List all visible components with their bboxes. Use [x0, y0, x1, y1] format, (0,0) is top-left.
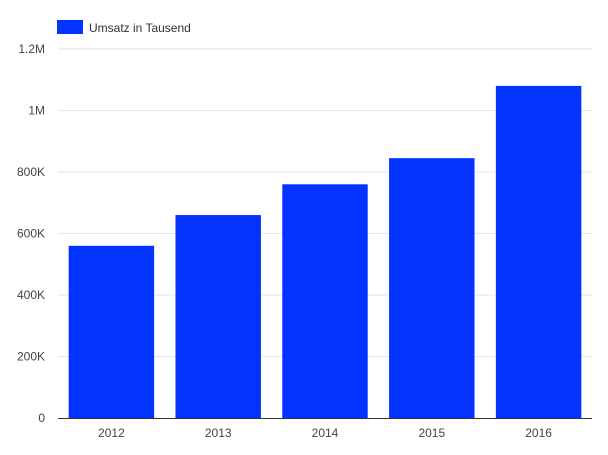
bars: [68, 85, 582, 419]
y-tick-label: 600K: [17, 227, 45, 241]
x-tick-label: 2016: [525, 426, 552, 440]
bar-2014: [282, 184, 368, 418]
x-tick-label: 2012: [98, 426, 125, 440]
bar-2016: [495, 85, 582, 419]
legend: Umsatz in Tausend: [57, 20, 191, 35]
bar-2012: [68, 245, 155, 418]
y-tick-label: 1M: [28, 104, 45, 118]
y-tick-label: 200K: [17, 350, 45, 364]
y-tick-label: 1.2M: [18, 42, 45, 56]
bar-2015: [389, 158, 475, 418]
legend-label: Umsatz in Tausend: [89, 21, 191, 35]
x-axis-tick-labels: 2012 2013 2014 2015 2016: [98, 426, 552, 440]
y-axis-tick-labels: 0 200K 400K 600K 800K 1M 1.2M: [17, 42, 45, 425]
bar-2013: [175, 215, 261, 418]
y-tick-label: 0: [38, 411, 45, 425]
x-tick-label: 2013: [205, 426, 232, 440]
x-tick-label: 2015: [418, 426, 445, 440]
legend-swatch: [57, 20, 83, 34]
y-tick-label: 400K: [17, 288, 45, 302]
y-tick-label: 800K: [17, 165, 45, 179]
x-tick-label: 2014: [312, 426, 339, 440]
